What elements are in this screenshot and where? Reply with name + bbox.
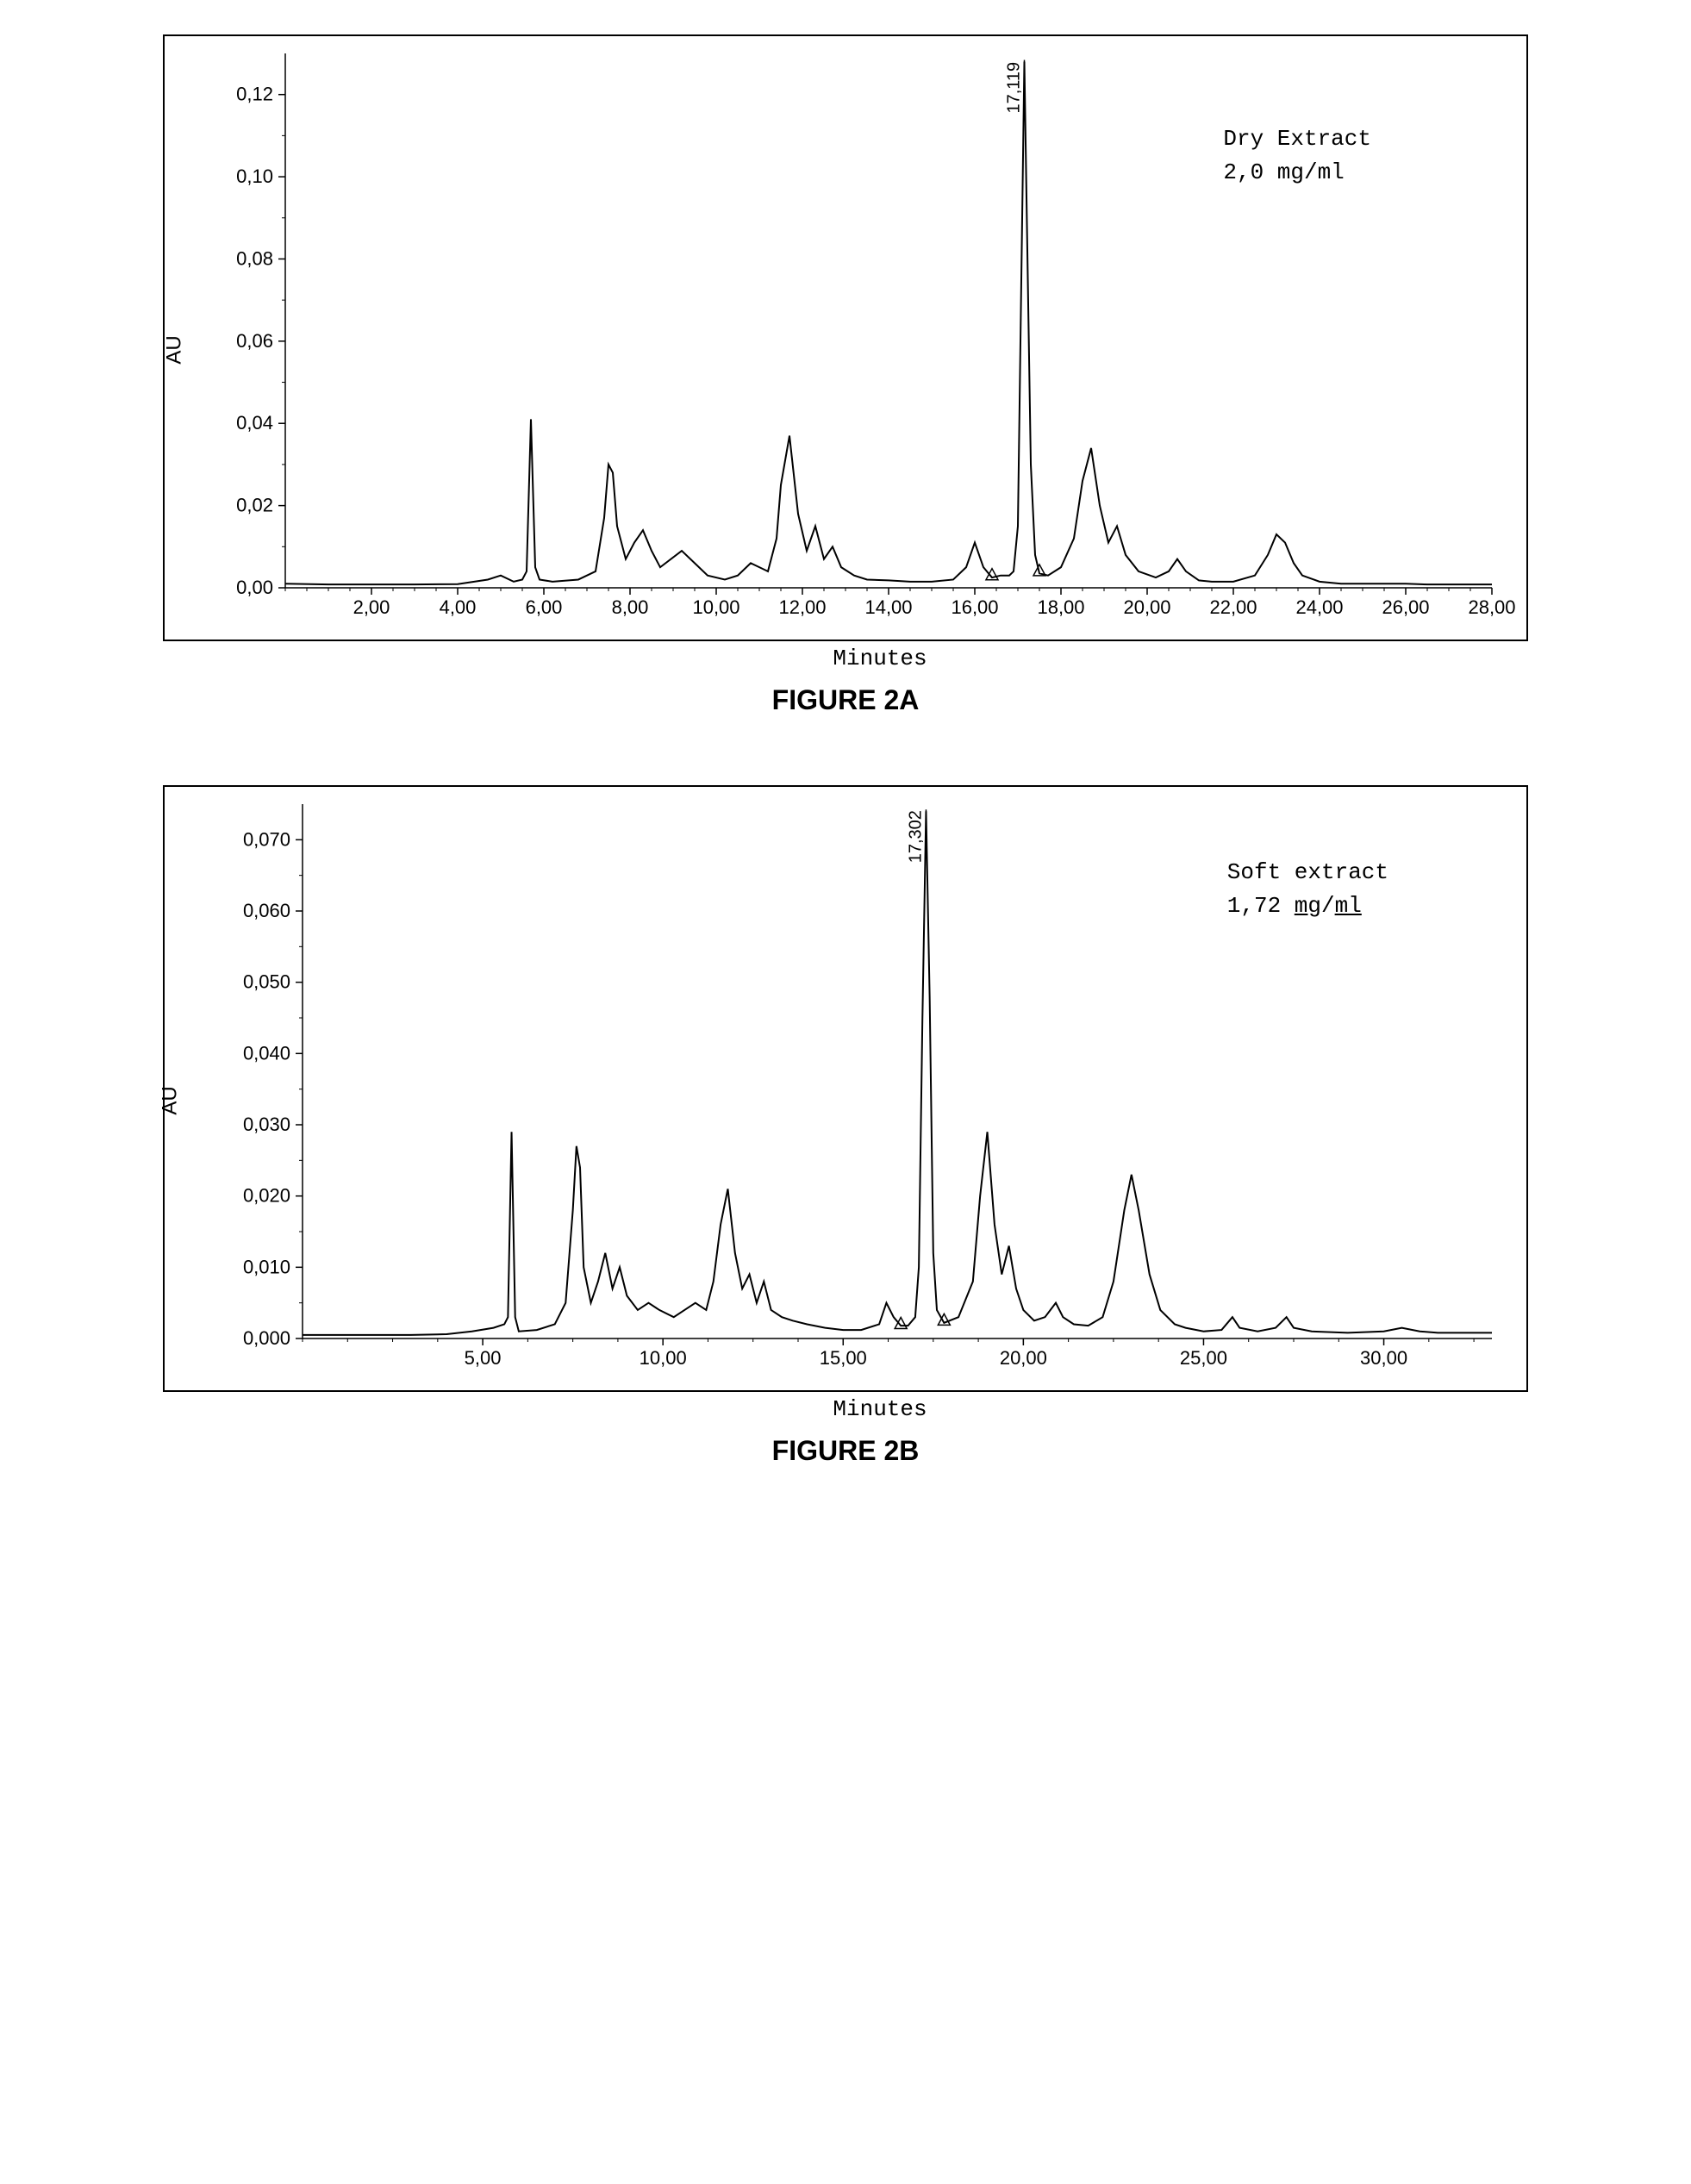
svg-text:17,302: 17,302 — [906, 810, 925, 863]
figure-2b-title: FIGURE 2B — [34, 1435, 1657, 1467]
svg-text:8,00: 8,00 — [612, 596, 649, 618]
svg-text:26,00: 26,00 — [1382, 596, 1429, 618]
svg-text:0,050: 0,050 — [243, 971, 290, 993]
chart-b-ylabel: AU — [159, 1086, 183, 1114]
svg-text:10,00: 10,00 — [692, 596, 739, 618]
annotation-line2: 2,0 mg/ml — [1223, 159, 1344, 185]
svg-text:0,06: 0,06 — [236, 330, 273, 352]
annotation-line2: 1,72 mg/ml — [1227, 893, 1362, 919]
svg-text:24,00: 24,00 — [1295, 596, 1343, 618]
svg-text:14,00: 14,00 — [864, 596, 912, 618]
svg-text:0,02: 0,02 — [236, 495, 273, 516]
chart-a-annotation: Dry Extract 2,0 mg/ml — [1223, 122, 1371, 190]
svg-text:25,00: 25,00 — [1180, 1347, 1227, 1369]
svg-text:0,000: 0,000 — [243, 1327, 290, 1349]
svg-text:0,10: 0,10 — [236, 165, 273, 187]
svg-text:15,00: 15,00 — [820, 1347, 867, 1369]
svg-text:20,00: 20,00 — [1000, 1347, 1047, 1369]
figure-2a-title: FIGURE 2A — [34, 684, 1657, 716]
svg-text:0,04: 0,04 — [236, 412, 273, 434]
svg-text:0,070: 0,070 — [243, 828, 290, 850]
svg-text:18,00: 18,00 — [1037, 596, 1084, 618]
svg-text:4,00: 4,00 — [440, 596, 477, 618]
svg-text:22,00: 22,00 — [1209, 596, 1257, 618]
figure-2a-container: AU 0,00 0,02 0,04 0,06 0,08 0,10 0,12 2,00 4,00 6… — [34, 34, 1657, 716]
annotation-line1: Soft extract — [1227, 859, 1388, 885]
svg-text:0,060: 0,060 — [243, 900, 290, 921]
svg-text:6,00: 6,00 — [526, 596, 563, 618]
svg-text:0,030: 0,030 — [243, 1114, 290, 1135]
svg-text:0,040: 0,040 — [243, 1042, 290, 1064]
chart-a-ylabel: AU — [163, 335, 187, 364]
chart-b-annotation: Soft extract 1,72 mg/ml — [1227, 856, 1388, 923]
svg-text:0,00: 0,00 — [236, 577, 273, 598]
svg-text:0,020: 0,020 — [243, 1185, 290, 1207]
svg-text:30,00: 30,00 — [1360, 1347, 1407, 1369]
chart-b-box: AU 0,0000,0100,0200,0300,0400,0500,0600,… — [163, 785, 1528, 1392]
svg-text:0,12: 0,12 — [236, 84, 273, 105]
svg-text:17,119: 17,119 — [1005, 62, 1024, 114]
svg-text:0,010: 0,010 — [243, 1256, 290, 1277]
svg-text:2,00: 2,00 — [353, 596, 390, 618]
svg-text:5,00: 5,00 — [465, 1347, 502, 1369]
svg-text:28,00: 28,00 — [1468, 596, 1515, 618]
chart-a-box: AU 0,00 0,02 0,04 0,06 0,08 0,10 0,12 2,00 4,00 6… — [163, 34, 1528, 641]
svg-text:0,08: 0,08 — [236, 247, 273, 269]
svg-text:20,00: 20,00 — [1123, 596, 1170, 618]
svg-text:12,00: 12,00 — [778, 596, 826, 618]
chart-a-xlabel: Minutes — [34, 646, 1691, 671]
svg-text:16,00: 16,00 — [951, 596, 998, 618]
figure-2b-container: AU 0,000 0,010 0,020 0,030 0,040 0,050 0,060 0,… — [34, 785, 1657, 1467]
annotation-line1: Dry Extract — [1223, 126, 1371, 152]
chart-b-xlabel: Minutes — [34, 1396, 1691, 1422]
svg-text:10,00: 10,00 — [640, 1347, 687, 1369]
